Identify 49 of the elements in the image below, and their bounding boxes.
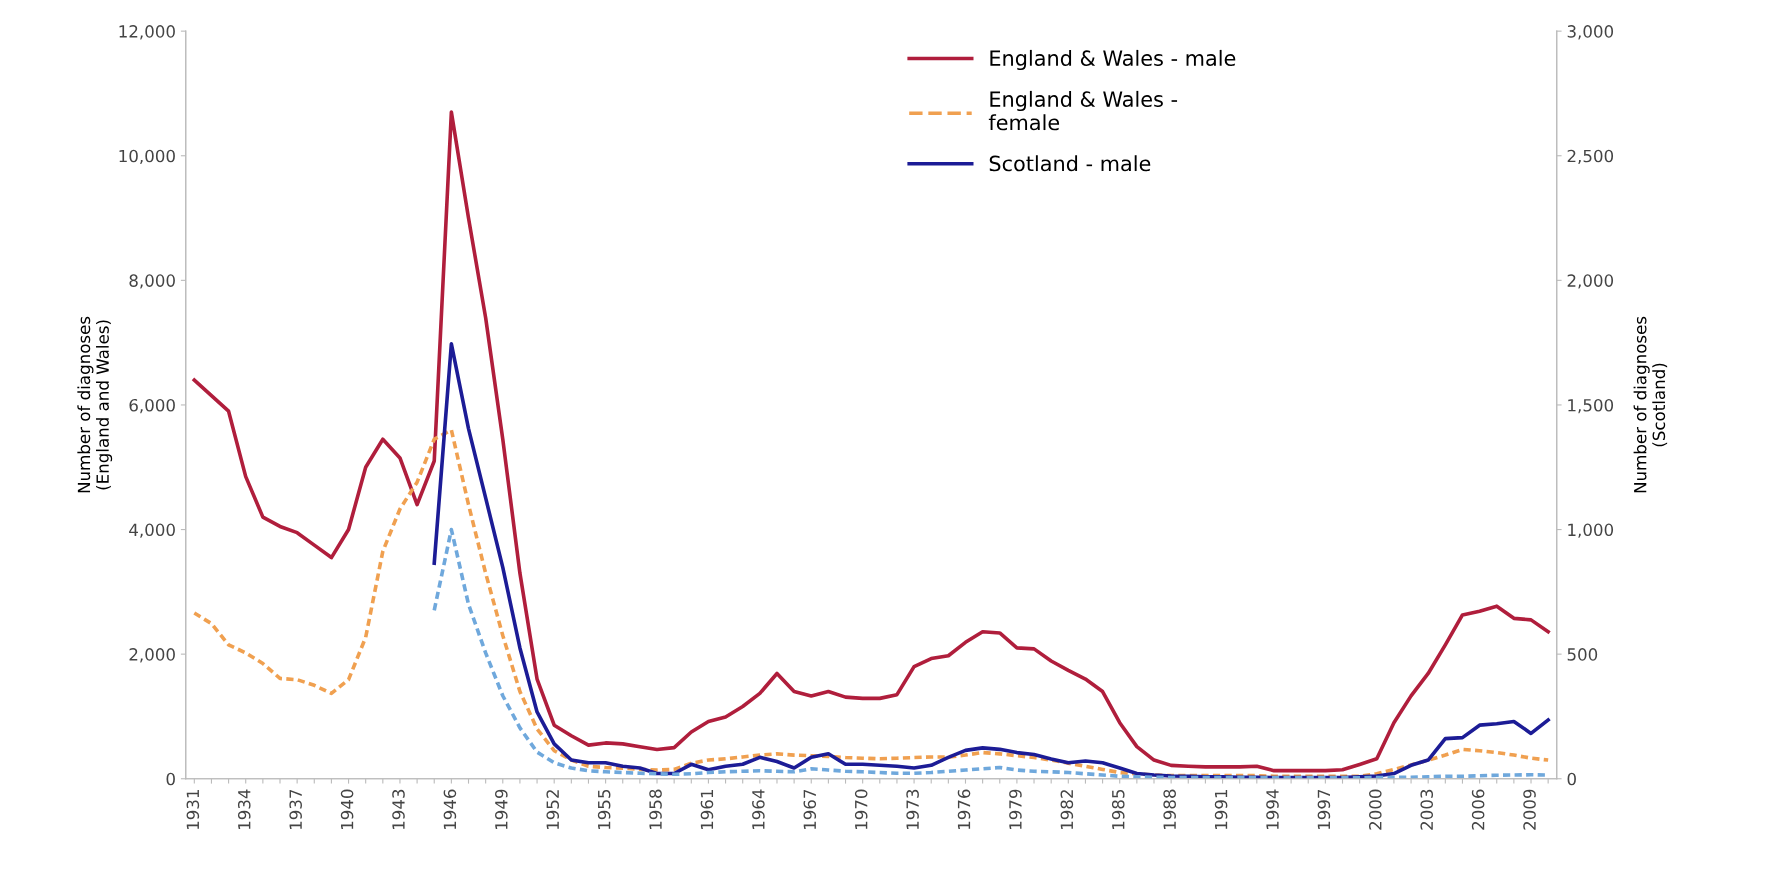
x-tick-label: 1976 <box>957 789 971 830</box>
line-series <box>192 428 1550 779</box>
y-tick-label: 6,000 <box>129 398 175 414</box>
x-tick-label: 1997 <box>1317 789 1331 830</box>
legend-label: England & Wales - female <box>988 90 1178 131</box>
x-tick-label: 1985 <box>1111 789 1125 830</box>
x-tick-label: 1973 <box>906 789 919 830</box>
y2-tick-label: 1,500 <box>1568 398 1614 414</box>
legend-label: England & Wales - male <box>990 49 1236 71</box>
x-tick-label: 1934 <box>237 789 251 830</box>
y-tick-label: 8,000 <box>129 274 175 289</box>
x-tick-label: 1946 <box>443 789 457 830</box>
y2-tick-label: 2,500 <box>1567 149 1614 165</box>
x-tick-label: 1949 <box>495 789 508 830</box>
x-tick-label: 2003 <box>1420 789 1434 830</box>
x-tick-label: 1982 <box>1060 790 1074 830</box>
x-tick-label: 1961 <box>700 790 714 830</box>
x-tick-label: 1943 <box>392 789 405 830</box>
y2-tick-label: 0 <box>1567 772 1576 786</box>
y2-tick-label: 3,000 <box>1567 25 1614 40</box>
y2-axis-title: Number of diagnoses (Scotland) <box>1633 316 1668 493</box>
x-tick-label: 2009 <box>1523 789 1536 830</box>
x-tick-label: 2000 <box>1369 789 1382 830</box>
x-tick-label: 1991 <box>1214 790 1228 830</box>
x-tick-label: 1937 <box>289 789 302 830</box>
y2-tick-label: 2,000 <box>1567 274 1614 289</box>
line-series <box>192 110 1550 773</box>
y-tick-label: 12,000 <box>119 25 175 40</box>
line-series <box>432 342 1550 779</box>
x-tick-label: 1967 <box>803 789 817 830</box>
y2-tick-label: 500 <box>1567 648 1598 661</box>
legend-label: Scotland - male <box>989 155 1151 172</box>
x-tick-label: 1979 <box>1009 789 1022 830</box>
x-tick-label: 1931 <box>186 790 200 830</box>
y2-tick-label: 1,000 <box>1568 523 1614 538</box>
y-tick-label: 2,000 <box>129 648 175 663</box>
x-tick-label: 1940 <box>340 789 354 830</box>
y-tick-label: 4,000 <box>129 523 175 538</box>
x-tick-label: 1958 <box>649 789 662 830</box>
x-tick-label: 1964 <box>752 789 765 830</box>
x-tick-label: 1955 <box>597 789 611 830</box>
x-tick-label: 1988 <box>1163 789 1176 830</box>
x-tick-label: 1952 <box>546 790 560 830</box>
x-tick-label: 2006 <box>1471 789 1485 830</box>
x-tick-label: 1970 <box>854 789 868 830</box>
y-tick-label: 10,000 <box>119 149 175 165</box>
y-axis-title: Number of diagnoses (England and Wales) <box>77 316 113 493</box>
y-tick-label: 0 <box>166 772 175 786</box>
x-tick-label: 1994 <box>1266 789 1279 830</box>
